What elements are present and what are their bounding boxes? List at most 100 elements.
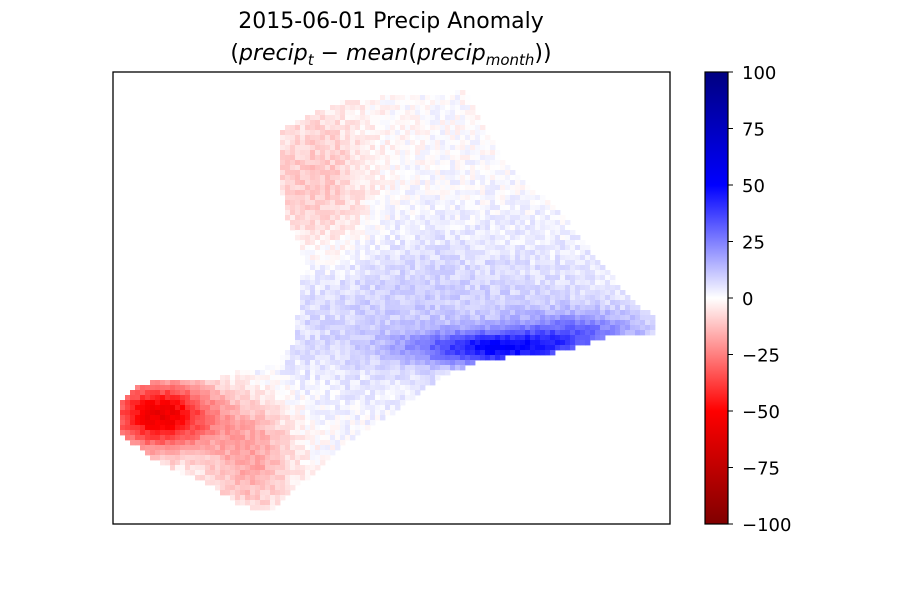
heatmap-cell <box>490 315 496 321</box>
heatmap-cell <box>480 335 486 341</box>
heatmap-cell <box>250 400 256 406</box>
heatmap-cell <box>505 285 511 291</box>
heatmap-cell <box>285 125 291 131</box>
heatmap-cell <box>405 120 411 126</box>
heatmap-cell <box>375 120 381 126</box>
heatmap-cell <box>585 325 591 331</box>
heatmap-cell <box>315 360 321 366</box>
heatmap-cell <box>430 335 436 341</box>
colorbar-tick-label: 0 <box>742 289 753 310</box>
heatmap-cell <box>545 280 551 286</box>
heatmap-cell <box>265 445 271 451</box>
heatmap-cell <box>295 190 301 196</box>
heatmap-cell <box>145 425 151 431</box>
heatmap-cell <box>405 330 411 336</box>
heatmap-cell <box>230 430 236 436</box>
heatmap-cell <box>425 330 431 336</box>
heatmap-cell <box>370 190 376 196</box>
heatmap-cell <box>310 420 316 426</box>
heatmap-cell <box>405 150 411 156</box>
heatmap-cell <box>370 330 376 336</box>
heatmap-cell <box>360 320 366 326</box>
heatmap-cell <box>410 145 416 151</box>
heatmap-cell <box>230 420 236 426</box>
heatmap-cell <box>470 235 476 241</box>
heatmap-cell <box>150 445 156 451</box>
heatmap-cell <box>535 345 541 351</box>
heatmap-cell <box>300 145 306 151</box>
heatmap-cell <box>470 110 476 116</box>
heatmap-cell <box>375 175 381 181</box>
heatmap-cell <box>465 335 471 341</box>
heatmap-cell <box>565 295 571 301</box>
heatmap-cell <box>375 400 381 406</box>
heatmap-cell <box>570 305 576 311</box>
heatmap-cell <box>365 365 371 371</box>
heatmap-cell <box>410 305 416 311</box>
heatmap-cell <box>380 340 386 346</box>
heatmap-cell <box>290 225 296 231</box>
heatmap-cell <box>505 180 511 186</box>
heatmap-cell <box>340 155 346 161</box>
heatmap-cell <box>310 435 316 441</box>
heatmap-cell <box>535 235 541 241</box>
heatmap-cell <box>230 385 236 391</box>
heatmap-cell <box>280 405 286 411</box>
heatmap-cell <box>260 400 266 406</box>
heatmap-cell <box>400 290 406 296</box>
heatmap-cell <box>205 380 211 386</box>
heatmap-cell <box>485 290 491 296</box>
heatmap-cell <box>315 230 321 236</box>
heatmap-cell <box>430 240 436 246</box>
heatmap-cell <box>520 330 526 336</box>
heatmap-cell <box>565 280 571 286</box>
heatmap-cell <box>150 455 156 461</box>
heatmap-cell <box>390 230 396 236</box>
heatmap-cell <box>475 160 481 166</box>
heatmap-cell <box>310 265 316 271</box>
heatmap-cell <box>505 345 511 351</box>
heatmap-cell <box>410 170 416 176</box>
heatmap-cell <box>435 360 441 366</box>
heatmap-cell <box>135 415 141 421</box>
heatmap-cell <box>390 220 396 226</box>
heatmap-cell <box>575 260 581 266</box>
heatmap-cell <box>365 410 371 416</box>
heatmap-cell <box>295 410 301 416</box>
heatmap-cell <box>510 230 516 236</box>
heatmap-cell <box>295 315 301 321</box>
heatmap-cell <box>460 95 466 101</box>
heatmap-cell <box>585 250 591 256</box>
heatmap-cell <box>435 145 441 151</box>
heatmap-cell <box>230 455 236 461</box>
heatmap-cell <box>400 400 406 406</box>
heatmap-cell <box>365 425 371 431</box>
heatmap-cell <box>285 380 291 386</box>
heatmap-cell <box>350 205 356 211</box>
heatmap-cell <box>290 405 296 411</box>
heatmap-cell <box>340 230 346 236</box>
heatmap-cell <box>300 350 306 356</box>
heatmap-cell <box>520 350 526 356</box>
heatmap-cell <box>175 430 181 436</box>
heatmap-cell <box>545 230 551 236</box>
heatmap-cell <box>465 320 471 326</box>
heatmap-cell <box>415 255 421 261</box>
heatmap-cell <box>560 340 566 346</box>
heatmap-cell <box>230 445 236 451</box>
heatmap-cell <box>530 325 536 331</box>
heatmap-cell <box>255 430 261 436</box>
heatmap-cell <box>430 305 436 311</box>
heatmap-cell <box>340 245 346 251</box>
heatmap-cell <box>545 235 551 241</box>
heatmap-cell <box>560 250 566 256</box>
heatmap-cell <box>445 160 451 166</box>
heatmap-cell <box>180 410 186 416</box>
heatmap-cell <box>225 395 231 401</box>
heatmap-cell <box>285 210 291 216</box>
heatmap-cell <box>515 320 521 326</box>
heatmap-cell <box>465 190 471 196</box>
heatmap-cell <box>630 315 636 321</box>
heatmap-cell <box>540 205 546 211</box>
heatmap-cell <box>460 205 466 211</box>
